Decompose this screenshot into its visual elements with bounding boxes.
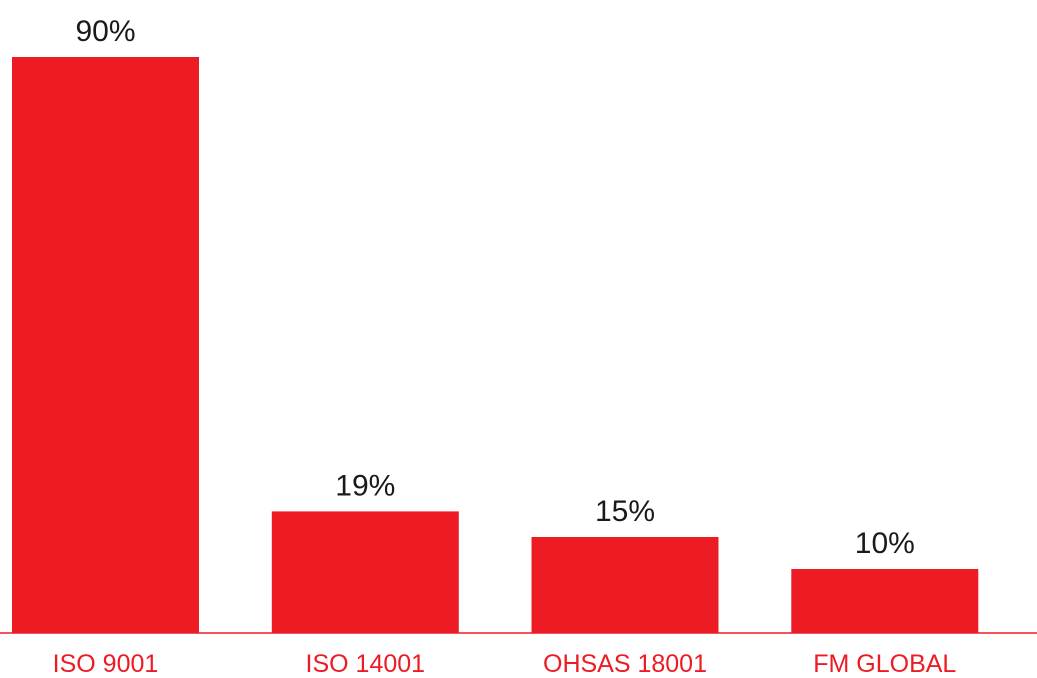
bar-iso-9001	[12, 57, 199, 633]
bar-iso-14001	[271, 511, 459, 633]
value-label: 90%	[75, 15, 135, 48]
value-label: 19%	[335, 469, 395, 502]
category-labels-layer: ISO 9001 ISO 14001 OHSAS 18001 FM GLOBAL	[53, 650, 957, 678]
value-labels-layer: 90% 19% 15% 10%	[75, 15, 914, 560]
bar-ohsas-18001	[531, 537, 719, 633]
bar-fm-global	[791, 569, 979, 633]
category-label: OHSAS 18001	[543, 650, 707, 678]
category-label: ISO 14001	[306, 650, 426, 678]
category-label: FM GLOBAL	[813, 650, 956, 678]
category-label: ISO 9001	[53, 650, 159, 678]
value-label: 15%	[595, 495, 655, 528]
bars-layer	[12, 57, 979, 633]
value-label: 10%	[855, 527, 915, 560]
